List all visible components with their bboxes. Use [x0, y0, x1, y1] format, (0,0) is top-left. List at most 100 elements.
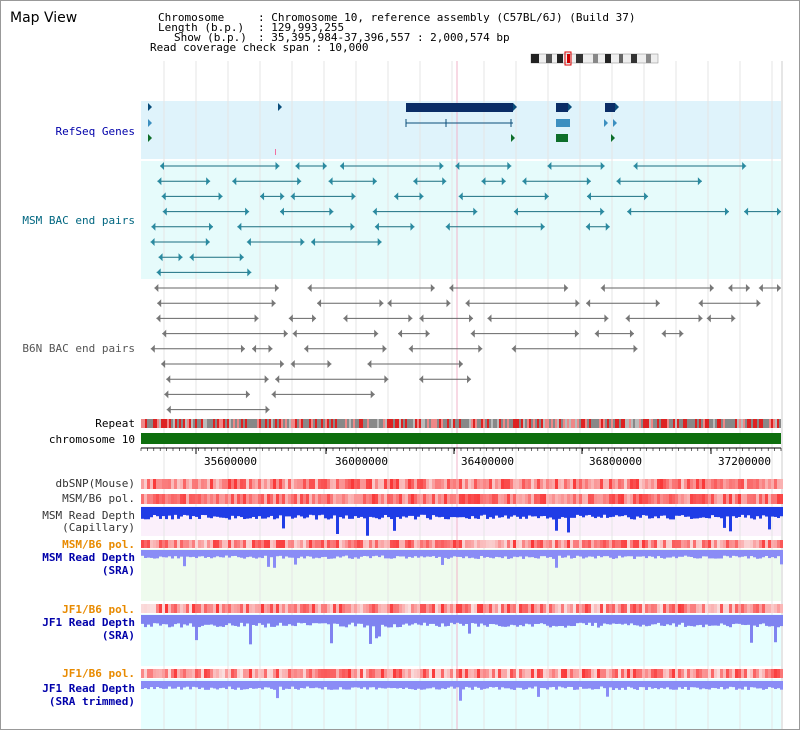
repeat-segment — [629, 419, 631, 428]
depth-bar — [444, 507, 447, 520]
heat-cell — [420, 540, 423, 548]
depth-bar — [693, 615, 696, 627]
track-label-msm-depth-sra[interactable]: MSM Read Depth — [42, 551, 135, 564]
heat-cell — [153, 669, 156, 678]
heat-cell — [759, 479, 762, 489]
depth-bar — [468, 550, 471, 559]
heat-cell — [306, 669, 309, 678]
heat-cell — [201, 540, 204, 548]
depth-bar — [447, 550, 450, 559]
track-label-repeat[interactable]: Repeat — [95, 417, 135, 430]
heat-cell — [486, 494, 489, 504]
depth-bar — [321, 507, 324, 515]
bac-end-arrow — [679, 329, 684, 338]
track-label-jf1-b6-pol[interactable]: JF1/B6 pol. — [62, 603, 135, 616]
heat-cell — [606, 604, 609, 613]
repeat-segment — [547, 419, 549, 428]
track-label-refseq[interactable]: RefSeq Genes — [55, 125, 135, 138]
repeat-segment — [423, 419, 425, 428]
depth-bar — [759, 507, 762, 519]
depth-bar — [375, 681, 378, 690]
heat-cell — [174, 604, 177, 613]
track-label-msm-bac[interactable]: MSM BAC end pairs — [22, 214, 135, 227]
track-label-jf1-depth-sra[interactable]: JF1 Read Depth — [42, 616, 135, 629]
repeat-segment — [507, 419, 509, 428]
depth-bar — [735, 681, 738, 690]
repeat-segment — [713, 419, 715, 428]
heat-cell — [609, 494, 612, 504]
repeat-segment — [371, 419, 373, 428]
heat-cell — [618, 479, 621, 489]
track-label-msm-b6-pol[interactable]: MSM/B6 pol. — [62, 492, 135, 505]
depth-bar — [192, 550, 195, 557]
depth-bar — [747, 550, 750, 559]
heat-cell — [258, 479, 261, 489]
heat-cell — [333, 604, 336, 613]
depth-bar — [291, 681, 294, 687]
heat-cell — [396, 479, 399, 489]
depth-bar — [429, 681, 432, 689]
heat-cell — [705, 604, 708, 613]
heat-cell — [363, 494, 366, 504]
heat-cell — [288, 479, 291, 489]
heat-cell — [264, 669, 267, 678]
depth-bar — [279, 615, 282, 623]
refseq-gene — [556, 119, 570, 127]
heat-cell — [756, 604, 759, 613]
heat-cell — [654, 494, 657, 504]
depth-bar — [252, 681, 255, 689]
depth-bar — [576, 550, 579, 556]
depth-bar — [501, 615, 504, 627]
heat-cell — [231, 604, 234, 613]
heat-cell — [648, 604, 651, 613]
bac-end-arrow — [275, 162, 280, 170]
heat-cell — [615, 479, 618, 489]
depth-bar — [489, 550, 492, 558]
track-label-b6n-bac[interactable]: B6N BAC end pairs — [22, 342, 135, 355]
heat-cell — [645, 494, 648, 504]
repeat-segment — [223, 419, 225, 428]
depth-bar — [420, 615, 423, 626]
heat-cell — [195, 479, 198, 489]
heat-cell — [300, 540, 303, 548]
heat-cell — [336, 479, 339, 489]
repeat-segment — [499, 419, 501, 428]
depth-bar — [231, 681, 234, 690]
heat-cell — [675, 604, 678, 613]
repeat-segment — [751, 419, 753, 428]
repeat-segment — [611, 419, 613, 428]
depth-bar — [369, 507, 372, 517]
ideogram-band — [619, 54, 623, 63]
track-label-chromosome[interactable]: chromosome 10 — [48, 433, 135, 446]
heat-cell — [180, 669, 183, 678]
heat-cell — [267, 669, 270, 678]
heat-cell — [252, 540, 255, 548]
heat-cell — [738, 604, 741, 613]
heat-cell — [600, 494, 603, 504]
heat-cell — [195, 540, 198, 548]
depth-bar — [159, 550, 162, 557]
track-label-jf1-depth-trim[interactable]: JF1 Read Depth — [42, 682, 135, 695]
track-label-jf1-b6-pol-trim[interactable]: JF1/B6 pol. — [62, 667, 135, 680]
repeat-segment — [171, 419, 173, 428]
track-label-msm-depth-cap[interactable]: MSM Read Depth — [42, 509, 135, 522]
heat-cell — [510, 494, 513, 504]
depth-bar — [747, 681, 750, 690]
depth-bar — [471, 681, 474, 690]
depth-bar — [738, 550, 741, 558]
heat-cell — [510, 669, 513, 678]
heat-cell — [327, 604, 330, 613]
track-label-dbsnp[interactable]: dbSNP(Mouse) — [55, 477, 135, 490]
track-label-msm-b6-pol-sra[interactable]: MSM/B6 pol. — [62, 538, 135, 551]
repeat-segment — [233, 419, 235, 428]
heat-cell — [516, 479, 519, 489]
heat-cell — [450, 669, 453, 678]
repeat-segment — [543, 419, 545, 428]
depth-bar — [300, 550, 303, 557]
depth-bar — [648, 507, 651, 519]
heat-cell — [729, 479, 732, 489]
depth-bar — [429, 550, 432, 557]
depth-bar — [420, 550, 423, 557]
heat-cell — [189, 669, 192, 678]
